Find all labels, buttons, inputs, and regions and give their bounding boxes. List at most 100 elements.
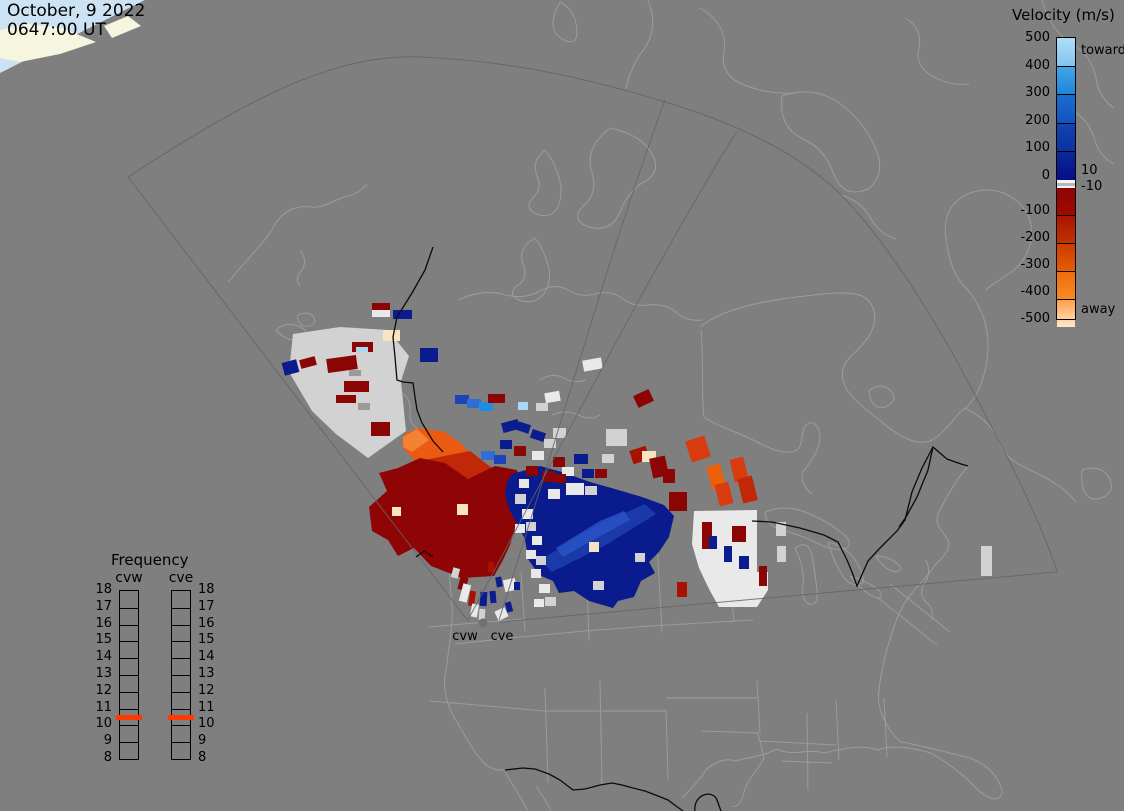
velocity-colorbar	[1056, 37, 1076, 327]
velocity-cell	[585, 486, 597, 495]
coastline	[227, 183, 368, 283]
velocity-cell	[526, 550, 536, 559]
frequency-tick-label: 8	[103, 750, 112, 765]
velocity-cell	[663, 469, 675, 483]
velocity-tick-label: 200	[1025, 113, 1050, 128]
frequency-segment-divider	[172, 742, 190, 744]
ocean-corner-patches	[0, 0, 145, 73]
velocity-cell	[677, 582, 687, 597]
velocity-cell	[494, 607, 509, 621]
velocity-cell	[494, 455, 506, 464]
velocity-colorbar-segment	[1057, 187, 1075, 215]
coastline	[544, 687, 549, 784]
coastline	[296, 312, 316, 327]
velocity-cell	[635, 553, 645, 562]
frequency-tick-label: 17	[95, 598, 112, 614]
away-label: away	[1081, 302, 1116, 317]
velocity-cell	[515, 494, 526, 504]
velocity-cell	[457, 504, 468, 515]
velocity-cell	[633, 389, 654, 408]
velocity-cell	[358, 403, 370, 410]
velocity-cell	[739, 556, 749, 569]
frequency-segment-divider	[120, 742, 138, 744]
coastline	[1041, 0, 1115, 109]
velocity-cell	[344, 381, 369, 392]
velocity-cell	[553, 428, 566, 438]
frequency-tick-label: 10	[198, 716, 215, 732]
frequency-column	[168, 590, 194, 760]
velocity-zero-band	[1057, 182, 1075, 186]
velocity-cell	[544, 439, 556, 448]
coastline	[427, 618, 524, 628]
velocity-cell	[518, 402, 528, 410]
velocity-cell	[582, 357, 603, 372]
frequency-segment-divider	[172, 624, 190, 626]
velocity-cell	[562, 467, 574, 476]
neg-threshold-label: -10	[1081, 179, 1103, 194]
pos-threshold-label: 10	[1081, 163, 1098, 178]
frequency-segment-divider	[120, 708, 138, 710]
velocity-cell	[566, 483, 584, 495]
coastline	[552, 1, 578, 43]
coastline	[780, 760, 833, 764]
frequency-segment-divider	[172, 607, 190, 609]
coastline	[780, 91, 881, 193]
coastline	[944, 189, 1032, 291]
velocity-tick-label: 0	[1041, 168, 1050, 183]
toward-label: toward	[1081, 43, 1124, 58]
frequency-marker	[116, 715, 142, 720]
frequency-tick-label: 11	[95, 699, 112, 715]
coastline	[1067, 107, 1115, 165]
velocity-cell	[642, 451, 656, 462]
velocity-tick-label: -500	[1020, 311, 1050, 326]
frequency-tick-label: 10	[95, 716, 112, 732]
political-border	[392, 246, 444, 453]
frequency-legend-title: Frequency	[111, 551, 189, 569]
velocity-colorbar-segment	[1057, 38, 1075, 66]
coastline	[883, 697, 888, 758]
coastline	[577, 127, 657, 229]
velocity-cell	[514, 446, 526, 456]
velocity-cell	[383, 330, 400, 341]
frequency-tick-label: 9	[103, 733, 112, 749]
velocity-cell	[481, 451, 495, 460]
frequency-segment-divider	[172, 708, 190, 710]
coastline	[681, 741, 1003, 800]
velocity-cell	[372, 303, 390, 311]
velocity-colorbar-segment	[1057, 65, 1075, 95]
coastline	[535, 785, 552, 811]
velocity-cell	[522, 509, 533, 519]
coastline	[889, 583, 951, 633]
radar-fov-edge	[499, 571, 1058, 623]
frequency-segment-divider	[120, 641, 138, 643]
coastline	[904, 17, 970, 85]
velocity-cell	[356, 347, 368, 352]
velocity-tick-label: -400	[1020, 284, 1050, 299]
velocity-cell	[467, 590, 477, 607]
velocity-cell	[478, 608, 486, 621]
velocity-cell	[392, 507, 401, 516]
coastline	[700, 329, 821, 495]
coastline	[827, 541, 865, 586]
velocity-cell	[669, 492, 687, 511]
velocity-colorbar-segment	[1057, 94, 1075, 123]
frequency-tick-label: 18	[198, 582, 215, 597]
velocity-cell	[515, 421, 532, 434]
velocity-tick-label: 300	[1025, 85, 1050, 100]
coastline	[964, 407, 1077, 503]
coastline	[920, 559, 933, 621]
velocity-cell	[553, 457, 565, 467]
velocity-zero-band	[1057, 185, 1075, 188]
coastline	[839, 194, 897, 240]
velocity-tick-label: 400	[1025, 58, 1050, 73]
radar-fov-outline	[127, 56, 1058, 623]
frequency-tick-label: 15	[95, 632, 112, 648]
velocity-cell	[455, 395, 469, 404]
velocity-cell	[326, 354, 358, 374]
timestamp-date: October, 9 2022	[7, 1, 146, 21]
velocity-cell	[336, 395, 356, 403]
frequency-segment-divider	[172, 725, 190, 727]
velocity-cell	[488, 394, 505, 403]
velocity-blob	[403, 429, 429, 452]
velocity-cell	[539, 584, 550, 593]
